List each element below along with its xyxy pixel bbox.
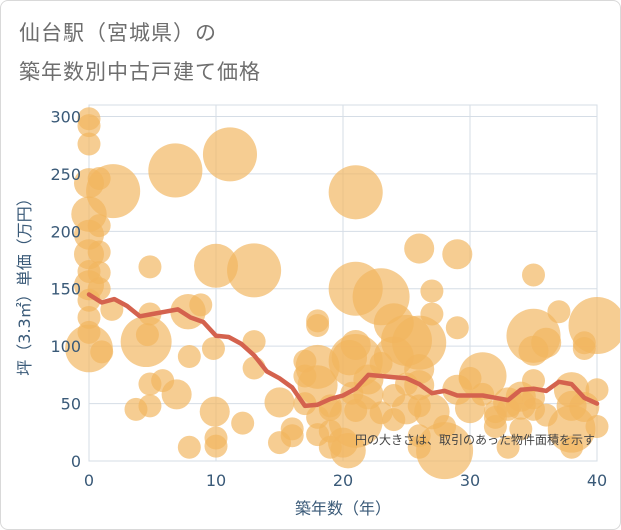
y-tick-label: 300 bbox=[50, 107, 81, 126]
bubble bbox=[353, 379, 384, 410]
bubble bbox=[193, 243, 239, 288]
bubble bbox=[496, 435, 520, 459]
chart-title-line1: 仙台駅（宮城県）の bbox=[19, 21, 217, 45]
bubble bbox=[392, 315, 447, 370]
y-tick-label: 0 bbox=[71, 452, 81, 471]
bubble bbox=[138, 255, 162, 279]
bubble bbox=[445, 316, 469, 340]
x-tick-labels: 0 10 20 30 40 bbox=[84, 471, 607, 490]
bubble bbox=[201, 336, 225, 360]
y-tick-label: 200 bbox=[50, 222, 81, 241]
bubble bbox=[77, 114, 101, 138]
bubble bbox=[522, 263, 545, 287]
bubble bbox=[585, 378, 609, 402]
bubble bbox=[135, 323, 159, 347]
y-tick-label: 100 bbox=[50, 337, 81, 356]
bubble bbox=[87, 277, 111, 301]
bubble bbox=[87, 214, 111, 238]
bubble bbox=[100, 297, 124, 321]
bubble bbox=[420, 279, 444, 303]
bubble bbox=[87, 261, 111, 285]
bubble bbox=[442, 239, 473, 270]
bubble bbox=[138, 394, 162, 418]
bubble-series bbox=[65, 107, 620, 480]
y-axis-title: 坪（3.3㎡）単価（万円） bbox=[15, 190, 34, 375]
y-tick-labels: 0 50 100 150 200 250 300 bbox=[50, 107, 81, 471]
bubble bbox=[77, 132, 101, 156]
trend-line bbox=[86, 292, 600, 409]
size-annotation: 円の大きさは、取引のあった物件面積を示す bbox=[355, 432, 595, 447]
y-tick-label: 50 bbox=[61, 395, 81, 414]
bubble bbox=[202, 127, 258, 182]
bubble bbox=[148, 143, 203, 198]
bubble bbox=[433, 415, 457, 439]
bubble bbox=[420, 302, 444, 326]
x-tick-label: 10 bbox=[206, 471, 226, 490]
x-tick-label: 40 bbox=[587, 471, 607, 490]
y-tick-label: 150 bbox=[50, 280, 81, 299]
bubble bbox=[404, 233, 435, 264]
bubble bbox=[227, 243, 282, 298]
chart-title-line2: 築年数別中古戸建て価格 bbox=[19, 60, 261, 84]
bubble bbox=[522, 369, 545, 393]
bubble bbox=[189, 293, 213, 317]
bubble bbox=[568, 296, 620, 354]
bubble bbox=[328, 165, 383, 220]
bubble bbox=[483, 415, 507, 439]
x-axis-title: 築年数（年） bbox=[295, 499, 391, 518]
bubble bbox=[161, 379, 192, 410]
bubble bbox=[531, 327, 562, 358]
bubble bbox=[204, 434, 228, 458]
bubble bbox=[87, 240, 111, 264]
bubble bbox=[306, 313, 330, 337]
bubble bbox=[199, 396, 230, 427]
bubble bbox=[231, 411, 255, 435]
x-tick-label: 30 bbox=[460, 471, 480, 490]
bubble bbox=[585, 415, 609, 439]
x-tick-label: 20 bbox=[333, 471, 353, 490]
bubble bbox=[264, 387, 295, 418]
bubble bbox=[560, 435, 584, 459]
bubble bbox=[177, 435, 201, 459]
bubble bbox=[280, 424, 304, 448]
x-tick-label: 0 bbox=[84, 471, 94, 490]
bubble bbox=[416, 422, 474, 480]
bubble bbox=[547, 300, 571, 324]
bubble bbox=[509, 417, 533, 441]
bubble bbox=[86, 164, 141, 219]
y-tick-label: 250 bbox=[50, 165, 81, 184]
bubble bbox=[458, 352, 507, 400]
bubble bbox=[90, 340, 114, 364]
bubble bbox=[177, 344, 201, 368]
